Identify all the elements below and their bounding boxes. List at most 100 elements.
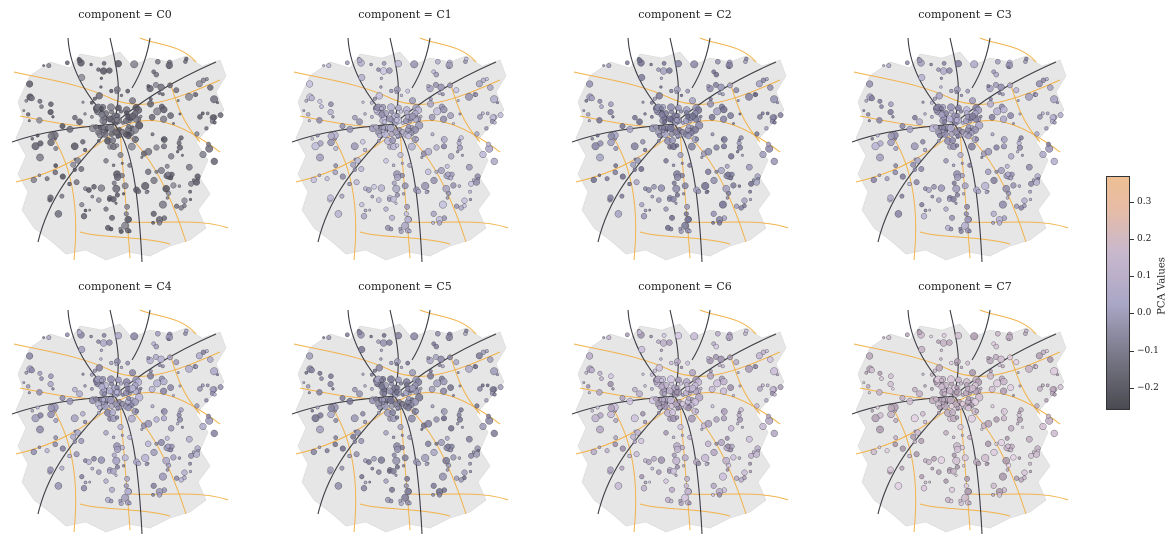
data-point	[414, 409, 419, 414]
data-point	[965, 360, 970, 366]
data-point	[599, 104, 604, 109]
data-point	[657, 411, 661, 415]
data-point	[1008, 175, 1014, 181]
data-point	[942, 119, 947, 125]
data-point	[27, 391, 31, 395]
data-point	[47, 466, 54, 473]
data-point	[943, 206, 949, 212]
data-point	[584, 99, 589, 103]
data-point	[984, 148, 993, 156]
data-point	[146, 356, 151, 360]
data-point	[907, 181, 912, 187]
data-point	[954, 60, 962, 68]
data-point	[129, 384, 136, 392]
data-point	[940, 67, 948, 75]
data-point	[95, 92, 103, 100]
data-point	[375, 364, 383, 372]
data-point	[388, 131, 395, 137]
data-point	[684, 476, 690, 482]
data-point	[663, 430, 669, 436]
data-point	[1052, 392, 1057, 397]
data-point	[770, 429, 778, 437]
data-point	[596, 389, 603, 396]
data-point	[373, 124, 379, 130]
data-point	[486, 413, 491, 419]
data-point	[177, 184, 182, 188]
data-point	[987, 100, 994, 108]
data-point	[129, 112, 136, 120]
data-point	[134, 137, 139, 142]
data-point	[745, 365, 753, 373]
data-point	[147, 372, 154, 380]
data-point	[659, 85, 663, 89]
data-point	[88, 208, 92, 212]
data-point	[194, 131, 200, 137]
data-point	[689, 97, 696, 105]
data-point	[760, 349, 766, 355]
data-point	[466, 163, 473, 171]
data-point	[643, 208, 648, 213]
data-point	[993, 82, 999, 88]
data-point	[350, 142, 359, 151]
data-point	[492, 392, 497, 397]
data-point	[918, 74, 926, 81]
data-point	[946, 339, 953, 346]
data-point	[674, 464, 680, 470]
data-point	[613, 435, 618, 440]
data-point	[962, 464, 966, 468]
rail-line	[571, 395, 675, 415]
data-point	[433, 354, 439, 360]
data-point	[184, 56, 189, 61]
rail-line	[971, 37, 991, 89]
data-point	[938, 111, 946, 119]
data-point	[474, 131, 480, 137]
map-canvas	[851, 309, 1069, 535]
data-point	[145, 440, 152, 447]
data-point	[661, 61, 667, 66]
data-point	[112, 456, 121, 465]
data-point	[96, 67, 101, 72]
data-point	[26, 112, 31, 117]
data-point	[310, 409, 314, 413]
data-point	[306, 80, 314, 88]
data-point	[991, 492, 995, 497]
data-point	[984, 190, 989, 195]
data-point	[879, 104, 884, 109]
data-point	[708, 97, 713, 101]
data-point	[1052, 120, 1057, 125]
data-point	[391, 180, 397, 186]
data-point	[948, 498, 954, 504]
data-point	[210, 429, 218, 437]
data-point	[440, 92, 445, 97]
data-point	[751, 450, 756, 454]
data-point	[430, 132, 435, 137]
data-point	[929, 372, 934, 377]
data-point	[888, 101, 894, 107]
data-point	[428, 385, 436, 393]
data-point	[906, 125, 914, 133]
data-point	[200, 111, 205, 116]
data-point	[954, 332, 962, 340]
rail-line	[691, 37, 711, 89]
data-point	[730, 182, 737, 189]
data-point	[678, 226, 682, 231]
data-point	[205, 111, 210, 116]
data-point	[158, 167, 165, 174]
data-point	[487, 84, 494, 91]
data-point	[120, 161, 124, 165]
data-point	[36, 389, 43, 396]
data-point	[59, 123, 66, 129]
data-point	[399, 400, 406, 407]
data-point	[689, 384, 696, 392]
data-point	[165, 196, 170, 200]
data-point	[308, 367, 315, 374]
data-point	[165, 443, 171, 449]
data-point	[970, 332, 979, 341]
data-point	[37, 445, 42, 449]
data-point	[947, 103, 955, 112]
data-point	[125, 360, 130, 366]
data-point	[164, 435, 170, 441]
data-point	[431, 220, 435, 225]
data-point	[100, 339, 108, 347]
data-point	[748, 452, 754, 459]
